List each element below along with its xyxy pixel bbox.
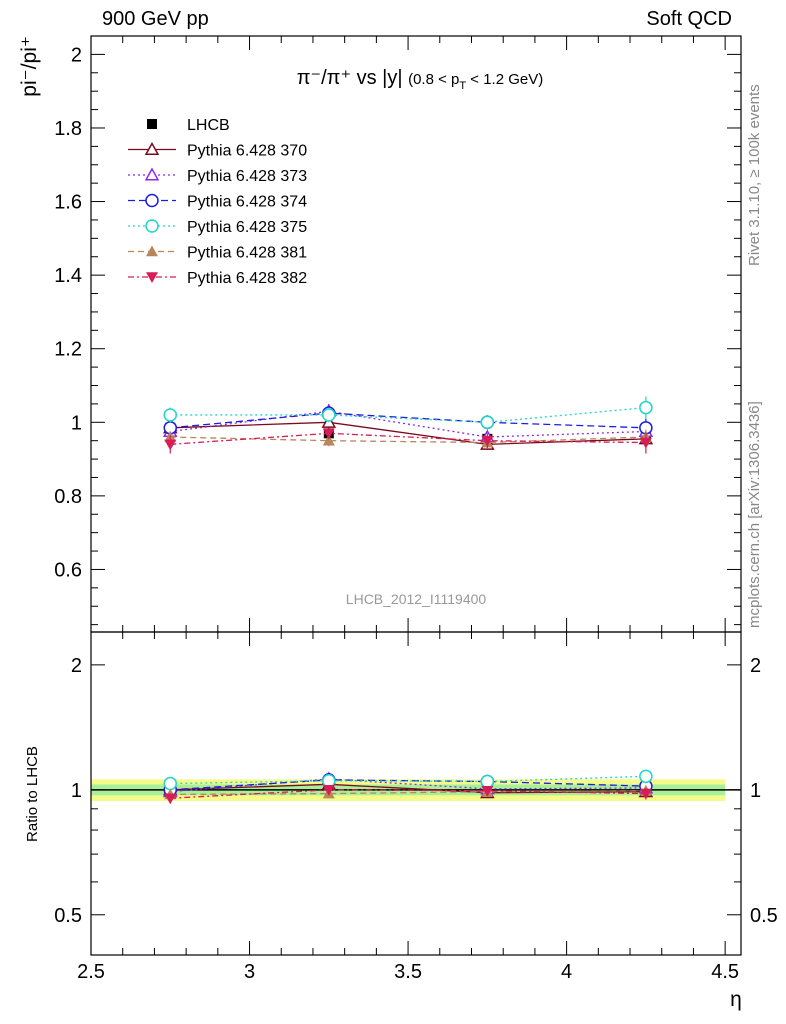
series-0-line-main [170,421,646,446]
y-tick-label-ratio-right: 0.5 [750,905,778,927]
series-2-line-main [170,412,646,429]
y-tick-label-main: 2 [71,44,82,66]
x-tick-label: 2.5 [77,961,105,983]
legend-label-3: Pythia 6.428 375 [187,219,307,236]
chart-title: π⁻/π⁺ vs |y| (0.8 < pT < 1.2 GeV) [297,67,543,92]
series-5-point-ratio [322,785,335,796]
series-3-point-main [480,415,495,430]
y-tick-label-main: 1.4 [54,265,82,287]
legend-label-0: Pythia 6.428 370 [187,143,307,160]
legend-marker-4 [146,245,158,257]
legend-marker-1 [144,167,160,181]
ratio-plot-frame [90,631,742,956]
y-tick-label-ratio-right: 1 [750,780,761,802]
x-tick-label: 3.5 [394,961,422,983]
x-axis-label: η [730,988,742,1011]
series-5-point-main [481,435,494,447]
legend-marker-2 [145,193,159,208]
legend-marker-0 [144,141,160,156]
series-5-line-main [170,432,646,446]
y-tick-label-main: 0.6 [54,559,82,581]
series-4-point-main [322,434,335,446]
x-tick-label: 3 [244,961,255,983]
series-5-point-main [322,428,335,440]
series-2-line-ratio [170,779,646,791]
series-5-point-ratio [639,788,652,800]
series-3-point-main [639,400,653,415]
series-5-point-ratio [164,793,177,805]
x-tick-label: 4.5 [711,961,739,983]
y-tick-label-main: 1 [71,412,82,434]
series-3-line-main [170,406,646,423]
legend-marker-lhcb [147,119,157,129]
header-left: 900 GeV pp [102,8,209,30]
y-tick-label-ratio: 1 [71,780,82,802]
series-3-line-ratio [170,775,646,785]
legend-label-2: Pythia 6.428 374 [187,194,307,211]
series-1-line-main [170,410,646,438]
legend-marker-5 [146,272,158,283]
legend-label-lhcb: LHCB [187,117,230,134]
header-right: Soft QCD [646,8,732,30]
y-tick-label-main: 1.8 [54,118,82,140]
series-3-point-ratio [639,769,653,784]
series-3-point-ratio [163,776,178,791]
x-tick-label: 4 [561,961,572,983]
legend-marker-3 [145,219,159,233]
y-tick-label-ratio: 2 [71,655,82,677]
y-tick-label-main: 1.2 [54,339,82,361]
legend-label-1: Pythia 6.428 373 [187,168,307,185]
y-axis-label-ratio: Ratio to LHCB [24,746,41,842]
series-5-point-ratio [481,785,494,797]
series-3-point-main [322,408,336,422]
series-3-point-main [163,408,178,422]
legend-label-4: Pythia 6.428 381 [187,245,307,262]
series-3-point-ratio [322,774,336,788]
y-tick-label-ratio-right: 2 [750,655,761,677]
series-5-point-main [164,439,177,451]
legend-label-5: Pythia 6.428 382 [187,270,307,287]
analysis-watermark: LHCB_2012_I1119400 [346,591,487,607]
legend: LHCB Pythia 6.428 370 Pythia 6.428 373 Pyth… [128,117,307,287]
series-5-point-main [639,437,652,449]
series-5-line-ratio [170,789,646,799]
y-axis-label-main: pi⁻/pi⁺ [18,36,41,97]
y-tick-label-ratio: 0.5 [54,905,82,927]
y-tick-label-main: 0.8 [54,486,82,508]
y-tick-label-main: 1.6 [54,192,82,214]
